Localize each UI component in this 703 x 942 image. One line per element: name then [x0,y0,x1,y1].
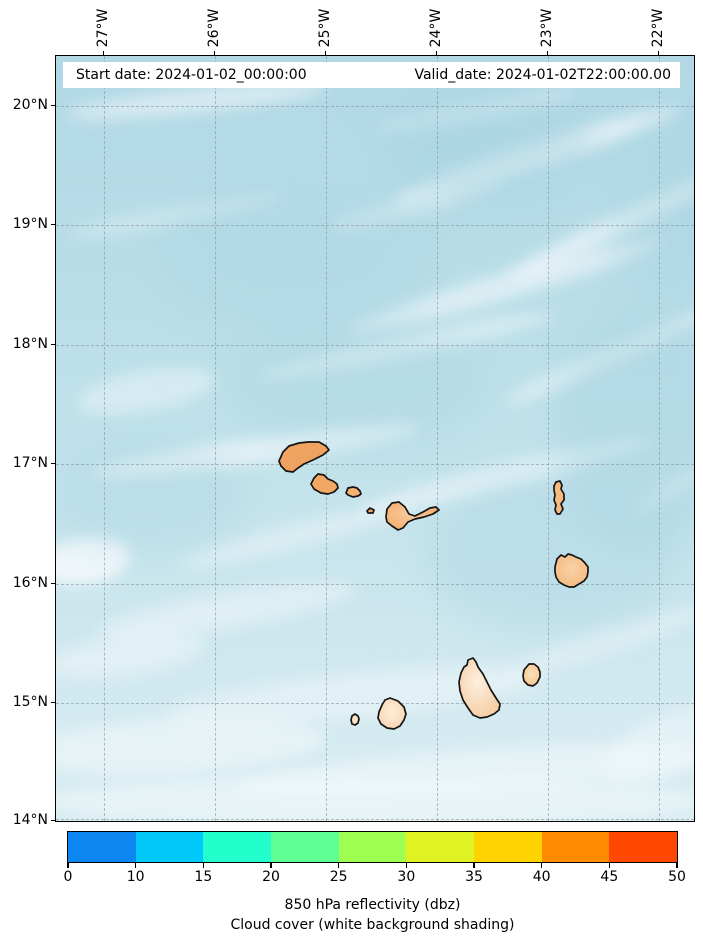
graticule-meridian [437,56,438,821]
latitude-tick-label: 15°N [12,694,48,710]
latitude-tick-label: 17°N [12,455,48,471]
title-bar: Start date: 2024-01-02_00:00:00 Valid_da… [63,62,680,88]
start-date-label: Start date: 2024-01-02_00:00:00 [76,67,307,83]
longitude-tick [102,51,104,55]
colorbar-tick [541,863,543,868]
latitude-tick [51,582,55,584]
graticule-meridian [548,56,549,821]
graticule-parallel [56,225,694,226]
colorbar-tick-label: 25 [329,869,348,885]
longitude-tick-label: 24°W [428,8,444,48]
graticule-parallel [56,584,694,585]
latitude-tick [51,104,55,106]
graticule-meridian [326,56,327,821]
colorbar-tick [608,863,611,868]
longitude-tick-label: 26°W [206,8,222,48]
longitude-tick-label: 22°W [650,8,666,48]
island-boa-vista [554,553,589,588]
island-fogo [377,697,407,730]
latitude-tick [51,701,55,703]
longitude-tick [435,51,437,55]
colorbar-segment [406,832,475,862]
island-brava [350,713,360,726]
latitude-tick-label: 16°N [12,575,48,591]
colorbar-tick [405,863,408,868]
graticule-parallel [56,345,694,346]
colorbar-caption-line1: 850 hPa reflectivity (dbz) [284,897,461,913]
ocean-patch [556,306,694,546]
longitude-tick-label: 23°W [539,8,555,48]
map-plot-area: Start date: 2024-01-02_00:00:00 Valid_da… [55,55,695,822]
latitude-tick-label: 14°N [12,812,48,828]
longitude-tick [213,51,215,55]
latitude-tick [51,223,55,225]
latitude-tick-label: 20°N [12,97,48,113]
longitude-tick [657,51,659,55]
island-santiago [458,657,501,719]
graticule-parallel [56,703,694,704]
colorbar-segment [135,832,204,862]
ocean-patch [376,81,596,211]
colorbar-tick [67,863,69,868]
ocean-patch [156,176,436,336]
graticule-parallel [56,819,694,820]
latitude-tick-label: 18°N [12,336,48,352]
colorbar-segment [203,832,272,862]
island-santa-luzia [345,486,362,498]
colorbar-segment [541,832,610,862]
ocean-patch [56,436,246,556]
colorbar-segment [338,832,407,862]
colorbar-segment [474,832,542,862]
graticule-meridian [215,56,216,821]
colorbar-tick-label: 40 [532,869,551,885]
colorbar-tick-label: 50 [668,869,686,885]
islands-layer [278,441,589,730]
colorbar-caption-line2: Cloud cover (white background shading) [230,917,515,933]
longitude-tick-label: 27°W [95,8,111,48]
colorbar-tick [202,863,205,868]
latitude-tick [51,462,55,464]
colorbar-tick-label: 30 [397,869,416,885]
cloud-shading-layer [56,56,694,821]
colorbar-tick [473,863,475,868]
latitude-tick [51,819,55,821]
cloud-streak [56,776,694,821]
longitude-tick [324,51,326,55]
island-sao-nicolau [385,501,440,531]
colorbar-tick-label: 0 [63,869,73,885]
graticule-meridian [659,56,660,821]
colorbar-segment [68,832,136,862]
colorbar-tick-label: 35 [465,869,483,885]
colorbar [67,831,678,863]
islet-raso [366,507,375,514]
longitude-tick-label: 25°W [317,8,333,48]
latitude-tick [51,343,55,345]
colorbar-tick-label: 10 [126,869,145,885]
graticule-parallel [56,106,694,107]
graticule-layer [56,56,694,821]
colorbar-segment [609,832,678,862]
graticule-parallel [56,464,694,465]
colorbar-segment [271,832,339,862]
island-sal [553,480,565,515]
colorbar-tick-label: 45 [600,869,619,885]
colorbar-tick [270,863,272,868]
island-maio [522,663,541,687]
colorbar-tick-label: 15 [194,869,213,885]
colorbar-tick [135,863,137,868]
ocean-patch [226,316,486,456]
island-sao-vicente [310,473,339,495]
valid-date-label: Valid_date: 2024-01-02T22:00:00.00 [414,67,671,83]
colorbar-tick [676,863,678,868]
latitude-tick-label: 19°N [12,216,48,232]
colorbar-tick-label: 20 [262,869,280,885]
longitude-tick [546,51,548,55]
graticule-meridian [104,56,105,821]
island-santo-antao [278,441,330,473]
colorbar-tick [338,863,340,868]
